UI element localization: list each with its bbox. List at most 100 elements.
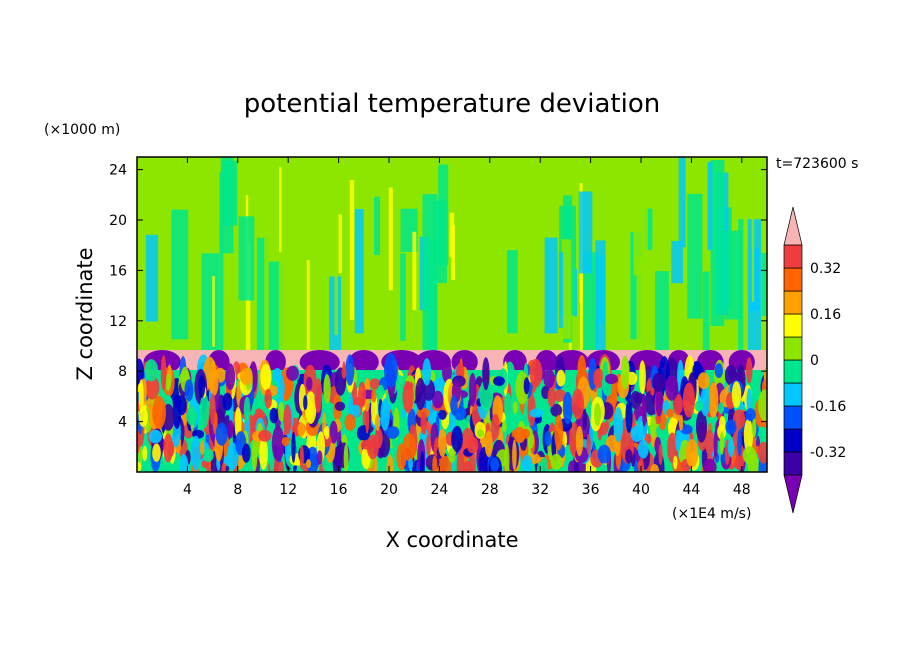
turbulent-cell — [277, 375, 285, 402]
turbulent-cell — [745, 408, 756, 422]
turbulent-cell — [306, 376, 313, 391]
turbulent-cell — [482, 357, 490, 391]
turbulent-cell — [625, 399, 633, 433]
upper-streak — [655, 271, 669, 354]
turbulent-cell — [380, 398, 390, 431]
turbulent-cell — [401, 409, 406, 419]
turbulent-cell — [672, 393, 683, 416]
turbulent-cell — [746, 357, 753, 384]
turbulent-cell — [304, 391, 317, 425]
turbulent-cell — [553, 389, 567, 402]
turbulent-cell — [184, 379, 194, 402]
turbulent-cell — [456, 449, 465, 472]
upper-streak — [400, 253, 406, 341]
x-tick-label: 36 — [582, 482, 600, 498]
turbulent-cell — [200, 440, 205, 456]
turbulent-cell — [291, 431, 296, 464]
x-axis-label: X coordinate — [385, 528, 518, 552]
y-tick-label: 12 — [109, 314, 127, 330]
upper-streak — [630, 232, 642, 340]
turbulent-cell — [375, 414, 381, 431]
turbulent-cell — [665, 375, 679, 401]
turbulent-cell — [297, 422, 306, 438]
x-unit-label: (×1E4 m/s) — [672, 506, 751, 522]
turbulent-cell — [152, 395, 166, 429]
y-axis: 4 8 12 16 20 24 — [109, 163, 767, 431]
turbulent-cell — [258, 429, 272, 442]
turbulent-cell — [504, 443, 510, 472]
turbulent-cell — [700, 386, 711, 417]
turbulent-cell — [137, 461, 142, 472]
turbulent-cell — [286, 365, 299, 381]
upper-streak — [710, 160, 725, 326]
turbulent-cell — [190, 435, 201, 471]
turbulent-cell — [586, 434, 591, 455]
turbulent-cell — [260, 363, 272, 391]
x-tick-label: 48 — [733, 482, 751, 498]
turbulent-cell — [680, 424, 693, 435]
turbulent-cell — [239, 368, 253, 385]
turbulent-cell — [521, 454, 533, 472]
turbulent-cell — [625, 449, 633, 464]
turbulent-cell — [757, 441, 767, 464]
upper-streak — [438, 164, 449, 266]
y-tick-label: 16 — [109, 263, 127, 279]
turbulent-cell — [593, 368, 604, 389]
turbulent-cell — [652, 372, 666, 392]
turbulent-cell — [386, 426, 400, 439]
colorbar-upper-arrow — [783, 206, 803, 246]
upper-streak — [388, 187, 393, 291]
upper-streak — [428, 240, 437, 351]
colorbar-label: 0 — [810, 353, 819, 369]
upper-streak — [580, 256, 583, 376]
colorbar-segment — [783, 451, 803, 476]
upper-streak — [412, 231, 417, 311]
turbulent-cell — [613, 407, 624, 442]
turbulent-cell — [384, 352, 398, 388]
turbulent-cell — [719, 416, 726, 431]
upper-streak — [278, 226, 285, 389]
turbulent-cell — [556, 369, 566, 387]
turbulent-cell — [450, 394, 458, 416]
turbulent-cell — [329, 420, 338, 444]
turbulent-cell — [466, 436, 479, 454]
upper-streak — [561, 239, 572, 339]
upper-streak — [702, 271, 710, 370]
colorbar-segment — [783, 290, 803, 315]
colorbar: 0.32 0.16 0 -0.16 -0.32 — [783, 206, 846, 514]
turbulent-cell — [685, 439, 699, 468]
turbulent-cell — [345, 354, 355, 386]
turbulent-cell — [655, 384, 663, 417]
turbulent-cell — [152, 443, 161, 462]
colorbar-segment — [783, 267, 803, 292]
x-tick-label: 16 — [330, 482, 348, 498]
turbulent-cell — [451, 425, 463, 453]
turbulent-cell — [316, 450, 323, 465]
turbulent-cell — [504, 392, 512, 421]
turbulent-cell — [719, 432, 725, 455]
turbulent-cell — [432, 455, 438, 472]
upper-streak — [306, 260, 310, 372]
upper-streak — [201, 253, 220, 352]
turbulent-cell — [209, 368, 219, 396]
turbulent-cell — [490, 457, 500, 472]
upper-streak — [761, 252, 767, 317]
turbulent-cell — [271, 425, 285, 462]
turbulent-cell — [702, 458, 717, 472]
x-tick-label: 8 — [233, 482, 242, 498]
turbulent-cell — [550, 453, 563, 471]
turbulent-cell — [264, 388, 273, 409]
upper-streak — [374, 196, 380, 256]
turbulent-cell — [554, 414, 564, 451]
turbulent-cell — [221, 462, 226, 472]
tropopause-blob — [348, 350, 379, 374]
turbulent-cell — [386, 454, 394, 472]
turbulent-cell — [667, 432, 678, 464]
turbulent-cell — [323, 427, 328, 437]
turbulent-cell — [523, 377, 530, 395]
turbulent-cell — [543, 368, 555, 389]
turbulent-cell — [415, 377, 426, 411]
x-tick-label: 4 — [183, 482, 192, 498]
turbulent-cell — [241, 443, 251, 463]
turbulent-cell — [369, 378, 381, 390]
